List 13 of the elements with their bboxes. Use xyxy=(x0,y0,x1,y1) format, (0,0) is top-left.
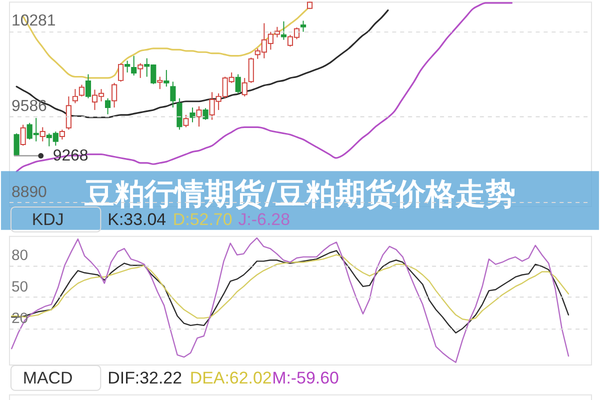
series-label: J:-6.28 xyxy=(238,210,290,229)
legend-title: MACD xyxy=(22,368,73,388)
text: DEA:62.02 xyxy=(190,368,272,388)
text: M:-59.60 xyxy=(272,368,339,388)
text: K:33.04 xyxy=(108,210,166,229)
text: 豆粕行情期货/豆粕期货价格走势 xyxy=(84,176,516,212)
legend-title: KDJ xyxy=(32,210,64,229)
y-tick-label: 9586 xyxy=(11,98,48,116)
y-tick-label: 80 xyxy=(11,246,28,264)
text: D:52.70 xyxy=(172,210,232,229)
y-tick-label: 8890 xyxy=(11,184,48,201)
text: DIF:32.22 xyxy=(108,368,182,388)
y-tick-label: 50 xyxy=(11,278,28,296)
